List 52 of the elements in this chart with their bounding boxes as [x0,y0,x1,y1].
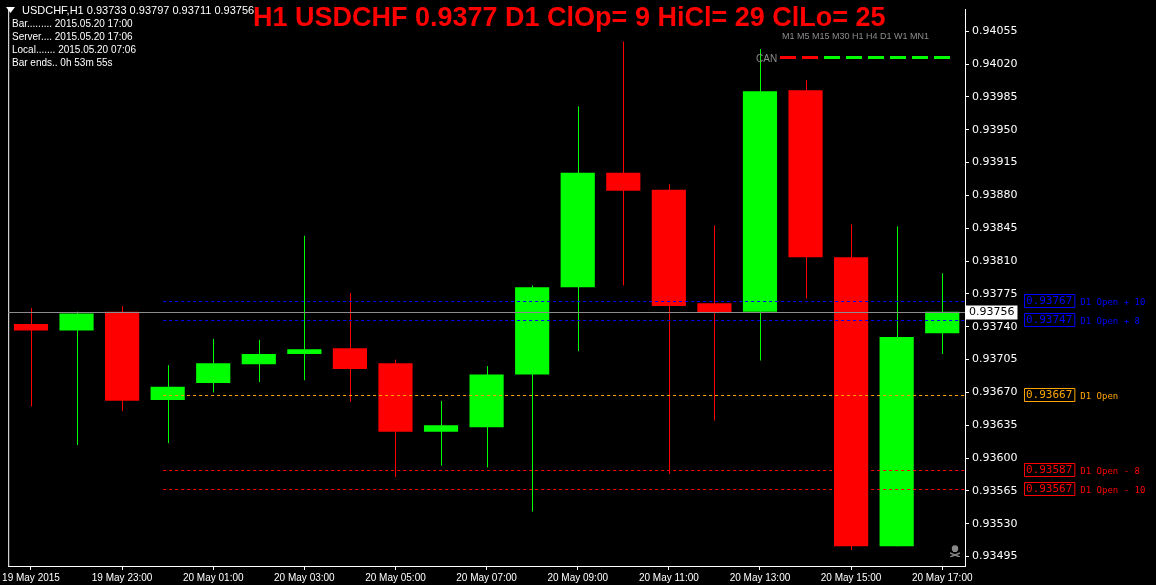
y-tick-label: 0.94055 [972,24,1018,38]
annotation: Server.... 2015.05.20 17:06 [12,31,133,42]
y-tick-label: 0.94020 [972,56,1018,70]
x-tick-label: 20 May 07:00 [456,571,518,583]
y-tick-label: 0.93635 [972,418,1018,432]
y-tick-label: 0.93495 [972,549,1018,563]
text: D1 Open [1080,390,1119,401]
annotation: M1 M5 M15 M30 H1 H4 D1 W1 MN1 [782,31,930,41]
text: D1 Open + 8 [1080,315,1140,326]
annotation: Bar......... 2015.05.20 17:00 [12,18,133,29]
y-tick-label: 0.93880 [972,188,1018,202]
candlestick [697,224,732,422]
candlestick [287,235,322,381]
y-tick-label: 0.93530 [972,516,1018,530]
x-tick-label: 19 May 23:00 [91,571,153,583]
x-tick-label: 20 May 11:00 [638,571,700,583]
annotation: Local....... 2015.05.20 07:06 [12,44,136,55]
chart-title: H1 USDCHF 0.9377 D1 ClOp= 9 HiCl= 29 ClLo= 25 [253,2,886,33]
x-tick-label: 19 May 2015 [2,571,61,583]
ref-line-label: 0.93667 [1026,388,1073,402]
y-tick-label: 0.93705 [972,352,1018,366]
y-tick-label: 0.93810 [972,253,1018,267]
text: D1 Open + 10 [1080,296,1146,307]
y-tick-label: 0.93740 [972,319,1018,333]
annotation: USDCHF,H1 0.93733 0.93797 0.93711 0.93756 [22,4,255,16]
x-tick-label: 20 May 01:00 [182,571,244,583]
y-tick-label: 0.93985 [972,89,1018,103]
ref-line-label: 0.93567 [1026,482,1073,496]
text: D1 Open - 10 [1080,484,1146,495]
candlestick [423,400,459,467]
y-tick-label: 0.93600 [972,450,1018,464]
x-tick-label: 20 May 09:00 [547,571,609,583]
ref-line-label: 0.93756 [969,305,1015,319]
y-tick-label: 0.93565 [972,483,1018,497]
candlestick [59,311,94,446]
ref-line-label: 0.93587 [1026,463,1073,477]
text: D1 Open - 8 [1080,465,1140,476]
y-tick-label: 0.93915 [972,155,1018,169]
x-tick-label: 20 May 05:00 [365,571,427,583]
x-tick-label: 20 May 13:00 [729,571,791,583]
y-tick-label: 0.93670 [972,385,1018,399]
candlestick [606,41,641,286]
ref-line-label: 0.93747 [1026,313,1073,327]
ref-line-label: 0.93767 [1026,294,1073,308]
annotation: Bar ends.. 0h 53m 55s [12,57,113,68]
y-tick-label: 0.93845 [972,221,1018,235]
y-tick-label: 0.93775 [972,286,1018,300]
x-tick-label: 20 May 15:00 [820,571,882,583]
candlestick [13,307,49,407]
x-tick-label: 20 May 03:00 [274,571,336,583]
y-tick-label: 0.93950 [972,122,1018,136]
x-tick-label: 20 May 17:00 [911,571,973,583]
